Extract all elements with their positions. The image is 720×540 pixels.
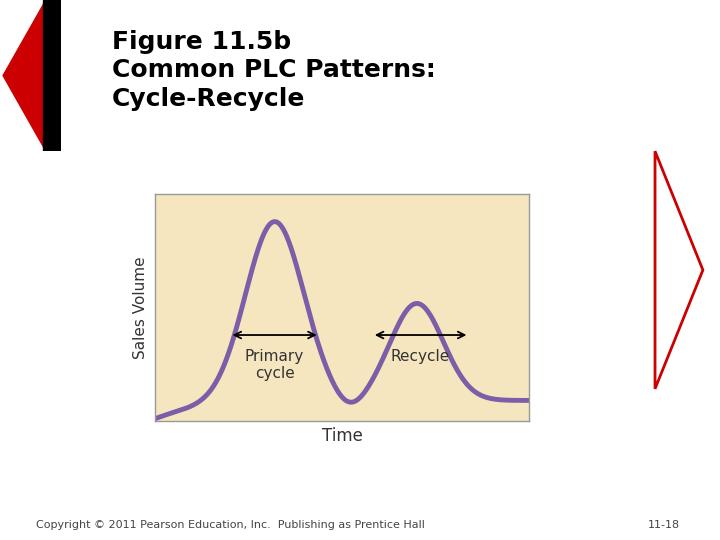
Text: Recycle: Recycle: [391, 349, 450, 363]
Text: Copyright © 2011 Pearson Education, Inc.  Publishing as Prentice Hall: Copyright © 2011 Pearson Education, Inc.…: [36, 520, 425, 530]
Bar: [43, 0, 61, 151]
Y-axis label: Sales Volume: Sales Volume: [133, 256, 148, 359]
X-axis label: Time: Time: [322, 427, 362, 445]
Polygon shape: [3, 0, 46, 151]
Polygon shape: [655, 151, 703, 389]
Text: 11-18: 11-18: [648, 520, 680, 530]
Text: Primary
cycle: Primary cycle: [245, 349, 305, 381]
Text: Figure 11.5b
Common PLC Patterns:
Cycle-Recycle: Figure 11.5b Common PLC Patterns: Cycle-…: [112, 30, 436, 111]
